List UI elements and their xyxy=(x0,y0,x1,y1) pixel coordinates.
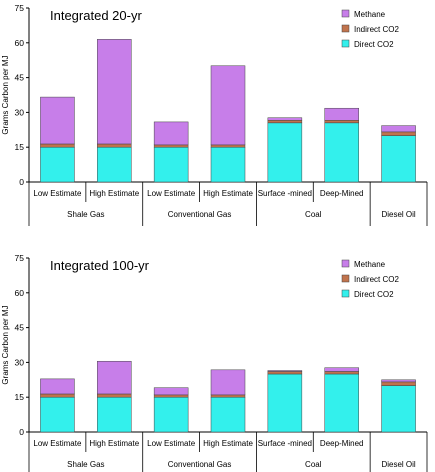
bar-methane-2 xyxy=(97,39,132,145)
y-tick-label: 30 xyxy=(15,107,25,117)
bar-indirect-co2-4 xyxy=(210,144,246,148)
bar-direct-co2-6 xyxy=(324,122,359,183)
y-tick-label: 15 xyxy=(15,392,25,402)
y-tick-label: 75 xyxy=(15,253,25,263)
category-label: Deep-Mined xyxy=(320,439,364,448)
bar-methane-2 xyxy=(97,360,132,395)
y-tick-label: 60 xyxy=(15,38,25,48)
bar-direct-co2-7 xyxy=(381,135,416,183)
group-label: Diesel Oil xyxy=(381,210,415,219)
group-label: Diesel Oil xyxy=(381,460,415,469)
bar-indirect-co2-2 xyxy=(97,143,132,148)
bar-direct-co2-1 xyxy=(40,396,75,433)
bar-indirect-co2-2 xyxy=(97,393,132,398)
bar-methane-3 xyxy=(153,121,189,146)
category-label: High Estimate xyxy=(203,189,253,198)
category-label: Low Estimate xyxy=(147,189,196,198)
group-label: Coal xyxy=(305,460,322,469)
chart-panel-1: 0 15 30 45 60 75 Grams Carbon per MJ Integrated… xyxy=(1,3,428,226)
group-label: Shale Gas xyxy=(67,210,104,219)
bar-direct-co2-4 xyxy=(210,396,246,433)
bar-methane-6 xyxy=(324,107,359,121)
bar-direct-co2-3 xyxy=(153,146,189,183)
legend-swatch xyxy=(341,259,350,268)
y-tick-label: 45 xyxy=(15,73,25,83)
bar-indirect-co2-4 xyxy=(210,394,246,398)
bar-methane-4 xyxy=(210,369,246,396)
legend-swatch xyxy=(341,39,350,48)
category-label: Low Estimate xyxy=(33,189,82,198)
bar-direct-co2-6 xyxy=(324,373,359,433)
y-tick-label: 30 xyxy=(15,357,25,367)
legend-label: Direct CO2 xyxy=(354,290,394,299)
bar-direct-co2-2 xyxy=(97,146,132,183)
bar-methane-7 xyxy=(381,125,416,133)
bar-methane-1 xyxy=(40,96,75,145)
bar-methane-6 xyxy=(324,367,359,372)
bar-indirect-co2-6 xyxy=(324,120,359,124)
y-tick-label: 60 xyxy=(15,288,25,298)
bar-indirect-co2-5 xyxy=(267,371,303,375)
bar-direct-co2-4 xyxy=(210,146,246,183)
legend-swatch xyxy=(341,289,350,298)
bar-methane-7 xyxy=(381,379,416,383)
bar-indirect-co2-3 xyxy=(153,144,189,148)
chart-title: Integrated 20-yr xyxy=(50,8,142,23)
bar-direct-co2-7 xyxy=(381,385,416,433)
group-label: Shale Gas xyxy=(67,460,104,469)
category-label: Low Estimate xyxy=(33,439,82,448)
y-tick-label: 45 xyxy=(15,323,25,333)
bar-methane-5 xyxy=(267,370,303,372)
category-label: High Estimate xyxy=(89,439,139,448)
category-label: Surface -mined xyxy=(258,439,312,448)
bar-direct-co2-5 xyxy=(267,373,303,433)
category-label: Deep-Mined xyxy=(320,189,364,198)
legend-label: Indirect CO2 xyxy=(354,25,399,34)
bar-indirect-co2-7 xyxy=(381,381,416,386)
chart-panel-2: 0 15 30 45 60 75 Grams Carbon per MJ Integrated… xyxy=(1,253,428,472)
group-label: Coal xyxy=(305,210,322,219)
group-label: Conventional Gas xyxy=(168,460,232,469)
legend-label: Direct CO2 xyxy=(354,40,394,49)
category-label: Surface -mined xyxy=(258,189,312,198)
legend-swatch xyxy=(341,9,350,18)
bar-indirect-co2-7 xyxy=(381,131,416,136)
bar-direct-co2-2 xyxy=(97,396,132,433)
category-label: Low Estimate xyxy=(147,439,196,448)
bar-methane-1 xyxy=(40,378,75,395)
y-tick-label: 0 xyxy=(19,427,24,437)
bar-methane-5 xyxy=(267,117,303,121)
bar-direct-co2-1 xyxy=(40,146,75,183)
bar-indirect-co2-1 xyxy=(40,143,75,148)
legend-label: Methane xyxy=(354,10,386,19)
y-tick-label: 0 xyxy=(19,177,24,187)
bar-indirect-co2-3 xyxy=(153,394,189,398)
bar-direct-co2-5 xyxy=(267,122,303,183)
bar-indirect-co2-1 xyxy=(40,393,75,398)
legend-swatch xyxy=(341,274,350,283)
y-axis-label: Grams Carbon per MJ xyxy=(1,305,10,384)
chart-title: Integrated 100-yr xyxy=(50,258,150,273)
group-label: Conventional Gas xyxy=(168,210,232,219)
y-tick-label: 15 xyxy=(15,142,25,152)
bar-methane-3 xyxy=(153,387,189,396)
category-label: High Estimate xyxy=(203,439,253,448)
bar-indirect-co2-5 xyxy=(267,120,303,124)
legend-label: Methane xyxy=(354,260,386,269)
bar-indirect-co2-6 xyxy=(324,371,359,375)
category-label: High Estimate xyxy=(89,189,139,198)
y-axis-label: Grams Carbon per MJ xyxy=(1,55,10,134)
bar-direct-co2-3 xyxy=(153,396,189,433)
y-tick-label: 75 xyxy=(15,3,25,13)
bar-methane-4 xyxy=(210,65,246,146)
legend-label: Indirect CO2 xyxy=(354,275,399,284)
legend-swatch xyxy=(341,24,350,33)
